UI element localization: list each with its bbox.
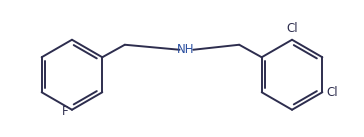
- Text: Cl: Cl: [326, 86, 338, 99]
- Text: F: F: [62, 105, 68, 118]
- Text: NH: NH: [177, 43, 194, 56]
- Text: Cl: Cl: [286, 22, 298, 35]
